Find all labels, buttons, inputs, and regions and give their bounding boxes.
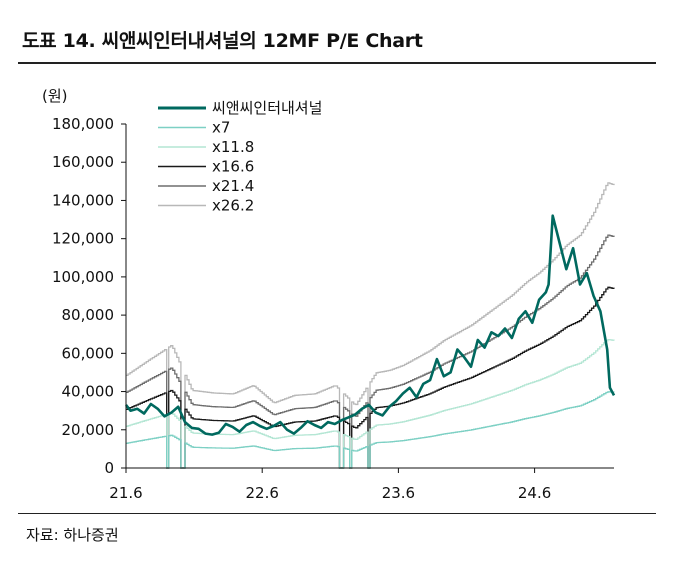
bottom-divider xyxy=(18,513,656,514)
y-tick-label: 180,000 xyxy=(52,115,114,133)
legend-label: x26.2 xyxy=(212,197,254,215)
pe-band-x7 xyxy=(126,391,615,469)
legend-label: x7 xyxy=(212,119,230,137)
x-tick-label: 21.6 xyxy=(109,484,142,502)
price-line xyxy=(124,214,616,436)
axes: 0 20,000 40,000 60,000 80,000 100,000 120,000 1… xyxy=(52,115,614,502)
y-tick-label: 160,000 xyxy=(52,153,114,171)
y-tick-label: 100,000 xyxy=(52,268,114,286)
y-tick-label: 80,000 xyxy=(62,306,115,324)
top-divider xyxy=(18,62,656,64)
y-tick-label: 40,000 xyxy=(62,383,115,401)
y-tick-label: 0 xyxy=(104,459,114,477)
x-tick-label: 23.6 xyxy=(382,484,415,502)
pe-band-lines xyxy=(126,182,615,469)
pe-band-x26-2 xyxy=(126,182,615,469)
x-tick-label: 22.6 xyxy=(245,484,278,502)
y-tick-label: 20,000 xyxy=(62,421,115,439)
y-tick-label: 140,000 xyxy=(52,191,114,209)
y-axis-unit-label: (원) xyxy=(42,87,68,105)
source-note: 자료: 하나증권 xyxy=(26,526,119,544)
x-tick-label: 24.6 xyxy=(518,484,551,502)
legend-label: x11.8 xyxy=(212,138,254,156)
legend-label: x21.4 xyxy=(212,177,254,195)
chart-title: 도표 14. 씨앤씨인터내셔널의 12MF P/E Chart xyxy=(22,30,423,52)
y-tick-label: 120,000 xyxy=(52,230,114,248)
y-tick-label: 60,000 xyxy=(62,344,115,362)
legend-label: x16.6 xyxy=(212,158,254,176)
price-line-layer xyxy=(124,214,616,436)
legend-label: 씨앤씨인터내셔널 xyxy=(212,99,322,117)
